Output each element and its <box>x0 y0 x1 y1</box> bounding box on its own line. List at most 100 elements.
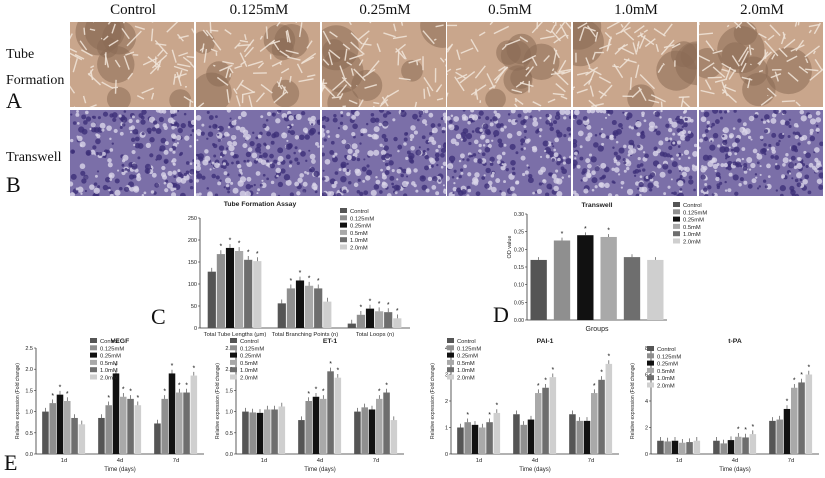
legend-swatch <box>230 345 237 351</box>
bar <box>327 371 334 454</box>
bar <box>365 308 375 328</box>
legend-label: Control <box>240 339 259 345</box>
y-axis-label: Relative expression (Fold change) <box>430 363 436 439</box>
y-tick-label: 2.0 <box>225 367 233 373</box>
category-label: Total Loops (n) <box>356 332 394 338</box>
legend-swatch <box>340 244 347 250</box>
bar <box>577 235 594 320</box>
bar <box>375 311 384 328</box>
bar <box>720 443 727 454</box>
significance-star: * <box>800 372 803 379</box>
x-axis-label: Time (days) <box>104 467 135 473</box>
significance-star: * <box>537 383 540 390</box>
bar <box>783 408 791 454</box>
legend-label: 0.5mM <box>683 225 701 231</box>
category-label: 1d <box>676 458 682 464</box>
legend-swatch <box>340 229 347 235</box>
legend-swatch <box>90 352 97 358</box>
y-axis-label: Relative expression (Fold change) <box>215 363 221 439</box>
y-tick-label: 0.20 <box>514 247 524 253</box>
legend-label: 0.5mM <box>457 361 475 367</box>
legend-label: 0.125mM <box>240 346 264 352</box>
bar <box>253 261 262 328</box>
legend-label: 0.5mM <box>350 231 368 237</box>
significance-star: * <box>290 278 293 285</box>
panel-letter-c: C <box>151 304 166 329</box>
significance-star: * <box>793 378 796 385</box>
legend-label: 2.0mM <box>100 376 118 382</box>
bar <box>323 301 332 328</box>
bar <box>244 259 253 328</box>
legend-label: 0.5mM <box>100 361 118 367</box>
chart-et1: 0.0 0.5 1.0 1.5 2.0 2.5 1d * * * * * 4d * * 7d ET-1 Time … <box>215 338 404 473</box>
bar <box>457 427 464 454</box>
significance-star: * <box>238 241 241 248</box>
y-tick-label: 100 <box>188 282 197 288</box>
chart-title: PAI-1 <box>537 338 554 345</box>
legend-swatch <box>340 208 347 213</box>
legend-label: 2.0mM <box>350 246 368 252</box>
significance-star: * <box>396 308 399 315</box>
bar <box>623 257 641 320</box>
legend-swatch <box>447 338 454 343</box>
legend-label: 2.0mM <box>240 376 258 382</box>
chart-title: VEGF <box>111 338 130 345</box>
legend-label: 1.0mM <box>683 232 701 238</box>
bar <box>277 303 286 328</box>
significance-star: * <box>561 231 564 238</box>
bar <box>671 440 679 454</box>
column-header-20: 2.0mM <box>740 2 784 18</box>
legend-swatch <box>647 360 654 366</box>
legend-label: 0.25mM <box>657 362 678 368</box>
significance-star: * <box>122 387 125 394</box>
bar <box>278 406 286 454</box>
bar <box>520 424 527 454</box>
bar <box>78 424 86 454</box>
significance-star: * <box>317 278 320 285</box>
y-axis-label: Relative expression (Fold change) <box>15 363 21 439</box>
legend-label: Control <box>100 339 119 345</box>
bar <box>713 440 720 454</box>
significance-star: * <box>59 384 62 391</box>
significance-star: * <box>336 367 339 374</box>
bar <box>390 420 398 454</box>
chart-title: t-PA <box>728 338 742 345</box>
bar <box>312 396 320 454</box>
y-tick-label: 50 <box>191 304 197 310</box>
x-axis-label: Time (days) <box>304 467 335 473</box>
bar <box>216 254 225 328</box>
significance-star: * <box>551 367 554 374</box>
legend-swatch <box>673 202 680 207</box>
bar <box>356 314 365 328</box>
bar <box>376 398 383 454</box>
bar <box>583 420 591 454</box>
y-tick-label: 1.0 <box>225 410 233 416</box>
y-tick-label: 2.0 <box>25 367 33 373</box>
bar <box>769 420 776 454</box>
tube-image-5 <box>699 22 823 107</box>
significance-star: * <box>115 363 118 370</box>
legend-label: 1.0mM <box>100 368 118 374</box>
legend-swatch <box>447 345 454 351</box>
chart-title: Tube Formation Assay <box>224 201 297 208</box>
significance-star: * <box>256 251 259 258</box>
legend-swatch <box>230 374 237 380</box>
row-label-tube: Tube <box>6 47 35 62</box>
y-tick-label: 0.5 <box>25 431 33 437</box>
column-header-05: 0.5mM <box>488 2 532 18</box>
y-tick-label: 150 <box>188 260 197 266</box>
y-axis-label: Relative expression (Fold change) <box>630 363 636 439</box>
bar <box>798 382 805 454</box>
legend-swatch <box>230 359 237 365</box>
bar <box>647 259 664 320</box>
legend-swatch <box>340 237 347 243</box>
bar <box>320 398 327 454</box>
y-axis-label: OD value <box>507 236 513 259</box>
bar <box>176 392 183 454</box>
bar <box>384 312 393 328</box>
legend-swatch <box>647 375 654 381</box>
bar <box>225 247 235 328</box>
bar <box>168 373 176 454</box>
bar <box>354 411 361 454</box>
y-tick-label: 1.5 <box>225 388 233 394</box>
